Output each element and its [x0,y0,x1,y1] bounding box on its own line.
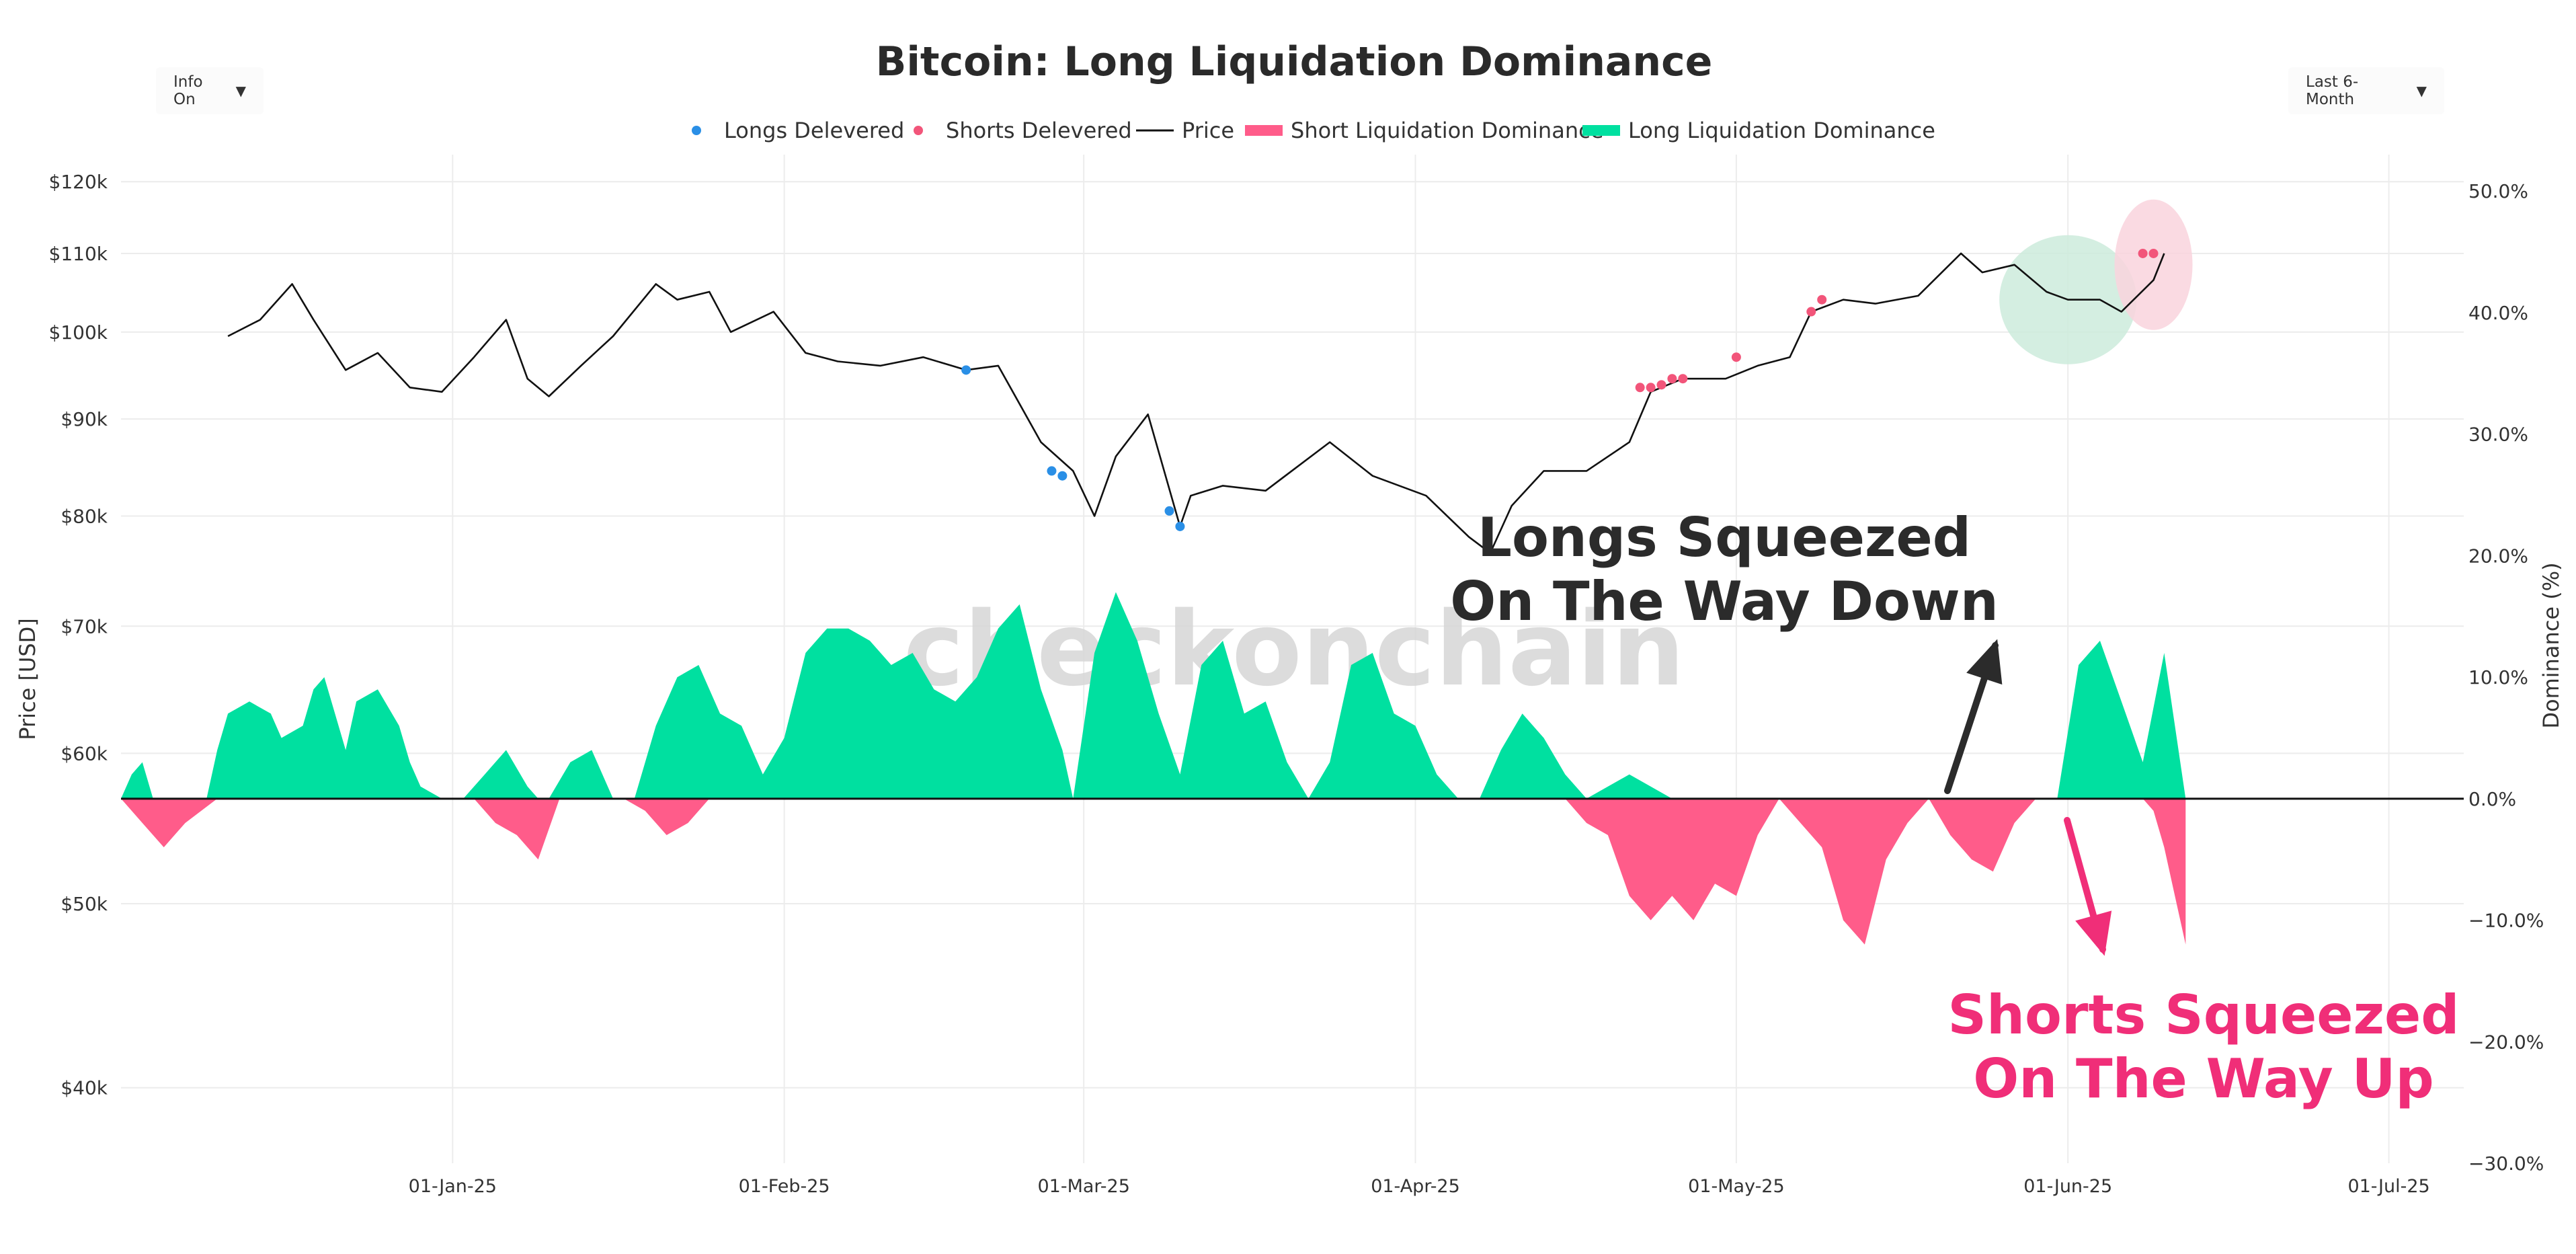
x-tick-label: 01-Jul-25 [2347,1176,2429,1197]
delever-markers [961,248,2159,531]
range-dropdown[interactable]: Last 6-Month ▼ [2288,67,2444,114]
longs-delevered-point [1057,471,1068,481]
y-right-tick-label: −20.0% [2468,1031,2544,1053]
y-right-tick-label: 0.0% [2468,788,2516,810]
y-right-tick-label: 30.0% [2468,424,2528,446]
shorts-delevered-point [2138,248,2148,258]
shorts-delevered-point [1667,374,1677,384]
longs-delevered-point [1047,466,1057,476]
chevron-down-icon: ▼ [235,83,246,99]
y-left-tick-label: $50k [61,893,108,915]
longs-delevered-point [961,365,971,375]
legend: Longs Delevered Shorts Delevered Price Shor… [692,118,1935,143]
range-dropdown-label: Last 6-Month [2306,73,2359,108]
y-left-tick-label: $40k [61,1077,108,1099]
shorts-delevered-point [1731,352,1741,362]
highlights [1999,199,2193,364]
y-left-tick-label: $80k [61,506,108,528]
y-right-label: Dominance (%) [2538,562,2564,728]
legend-label: Long Liquidation Dominance [1628,118,1935,143]
short-dominance-area [121,798,2186,945]
x-tick-label: 01-Feb-25 [739,1176,830,1197]
shorts-delevered-point [1635,383,1645,393]
y-left-tick-label: $70k [61,615,108,637]
legend-marker [914,126,923,135]
x-tick-label: 01-Jan-25 [409,1176,497,1197]
arrow-head [2075,910,2112,956]
info-dropdown[interactable]: Info On ▼ [156,67,264,114]
axes: 01-Jan-25 01-Feb-25 01-Mar-25 01-Apr-25 01-M… [49,171,2544,1197]
arrow-down-pink [2064,817,2112,956]
chevron-down-icon: ▼ [2416,83,2427,99]
y-right-tick-label: 40.0% [2468,302,2528,324]
y-left-tick-label: $60k [61,742,108,765]
annotation-text: Shorts Squeezed [1947,984,2459,1046]
annotation-text: On The Way Up [1973,1048,2434,1110]
legend-marker [692,126,701,135]
y-left-tick-label: $100k [49,321,108,344]
y-right-tick-label: −10.0% [2468,910,2544,932]
info-dropdown-label: Info On [173,73,203,108]
legend-band-swatch [1582,125,1620,136]
dominance-areas [121,592,2464,945]
highlight-ellipse-pink [2114,199,2193,330]
annotation-text: Longs Squeezed [1478,506,1971,569]
shorts-delevered-point [1656,380,1666,390]
legend-label: Price [1182,118,1234,143]
legend-label: Longs Delevered [724,118,904,143]
x-tick-label: 01-Jun-25 [2023,1176,2112,1197]
shorts-delevered-point [1646,383,1656,393]
annotation-text: On The Way Down [1450,570,1999,633]
longs-delevered-point [1164,506,1174,516]
y-left-tick-label: $120k [49,171,108,193]
longs-delevered-point [1175,521,1185,531]
shorts-delevered-point [1817,295,1827,305]
shorts-delevered-point [1806,307,1816,317]
y-right-tick-label: 50.0% [2468,180,2528,202]
shorts-delevered-point [2148,248,2159,258]
legend-label: Short Liquidation Dominance [1291,118,1603,143]
y-left-label: Price [USD] [15,618,40,740]
x-tick-label: 01-May-25 [1688,1176,1785,1197]
y-left-tick-label: $110k [49,243,108,265]
shorts-delevered-point [1678,374,1688,384]
x-tick-label: 01-Mar-25 [1037,1176,1129,1197]
long-dominance-area [121,592,2186,799]
arrow-up-dark [1944,639,2003,794]
legend-label: Shorts Delevered [946,118,1132,143]
y-right-tick-label: −30.0% [2468,1152,2544,1175]
chart-title: Bitcoin: Long Liquidation Dominance [876,38,1713,85]
arrow-head [1966,639,2003,685]
y-left-tick-label: $90k [61,408,108,430]
y-right-tick-label: 10.0% [2468,666,2528,689]
y-right-tick-label: 20.0% [2468,545,2528,567]
x-tick-label: 01-Apr-25 [1371,1176,1460,1197]
legend-band-swatch [1245,125,1283,136]
grid [121,155,2464,1163]
